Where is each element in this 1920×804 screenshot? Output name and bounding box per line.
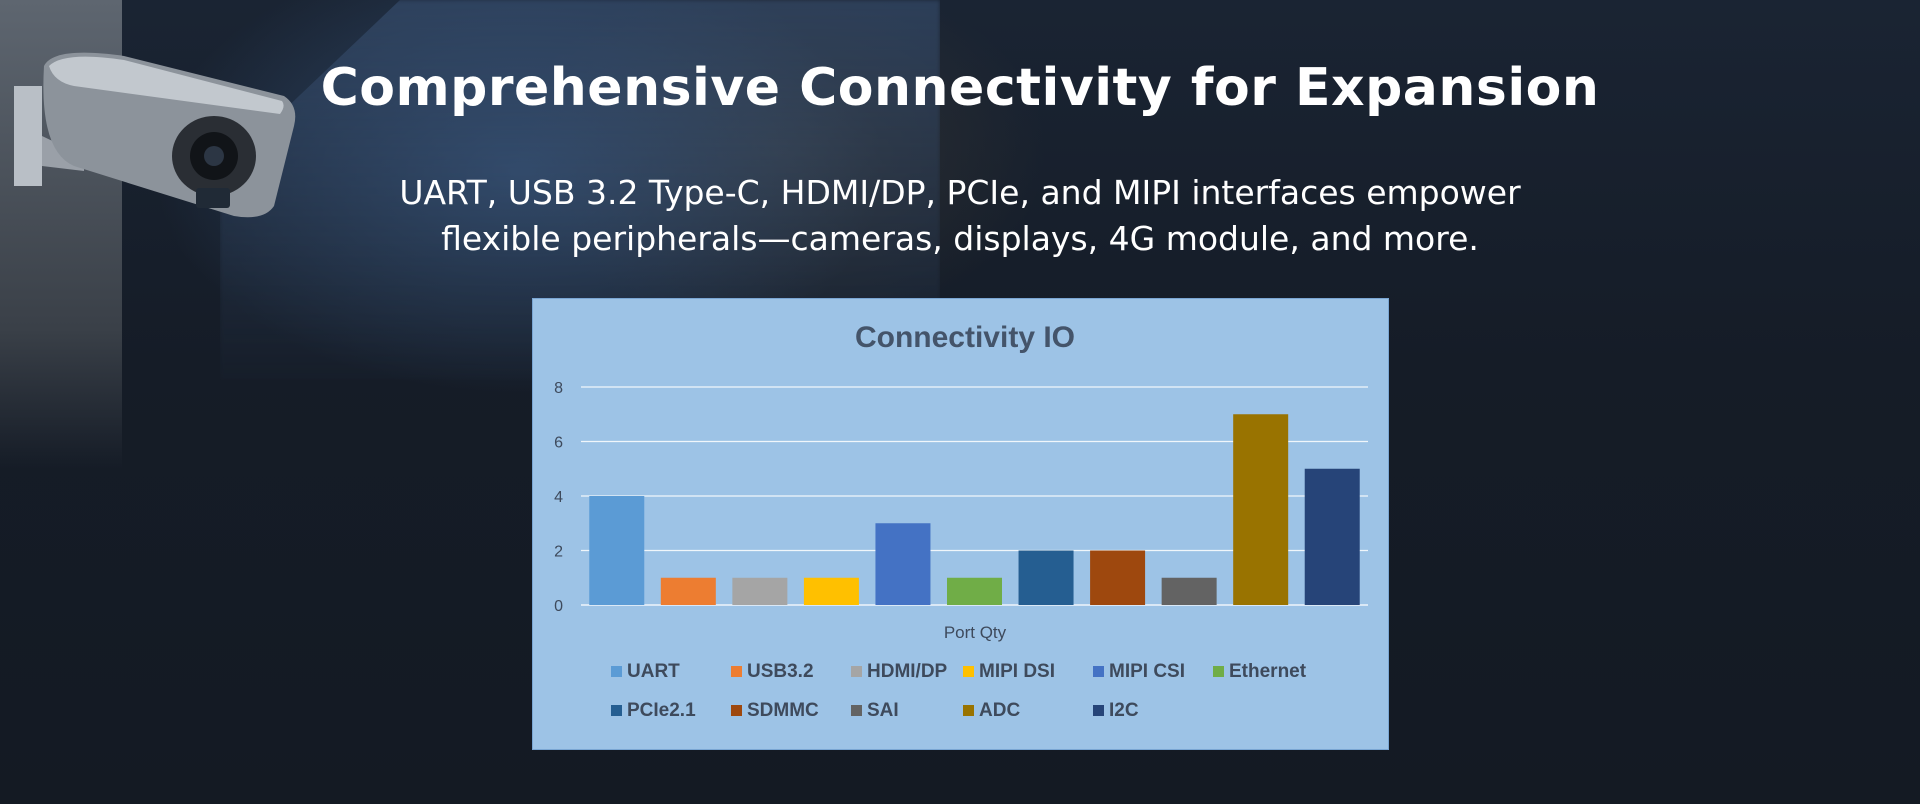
bar-usb3-2 [660, 577, 716, 605]
x-axis-label: Port Qty [944, 623, 1007, 642]
chart-legend: UART USB3.2 HDMI/DP MIPI DSI MIPI CSI Etherne… [611, 661, 1307, 721]
legend-label: SDMMC [747, 700, 819, 721]
legend-item: MIPI CSI [1093, 661, 1185, 682]
legend-swatch [851, 705, 862, 716]
legend-swatch [1213, 666, 1224, 677]
legend-item: ADC [963, 700, 1020, 721]
y-tick-label: 0 [554, 598, 563, 615]
legend-label: I2C [1109, 700, 1139, 721]
bar-ethernet [947, 577, 1002, 605]
y-tick-label: 6 [554, 435, 563, 452]
bar-mipi-dsi [803, 577, 859, 605]
chart-bars [589, 414, 1360, 605]
legend-label: MIPI DSI [979, 661, 1055, 682]
y-axis-ticks: 0 2 4 6 8 [554, 380, 563, 615]
legend-label: PCIe2.1 [627, 700, 696, 721]
subtitle-line: UART, USB 3.2 Type-C, HDMI/DP, PCIe, and… [399, 173, 1521, 212]
legend-swatch [611, 705, 622, 716]
legend-swatch [731, 666, 742, 677]
bar-mipi-csi [875, 523, 931, 605]
bar-sdmmc [1090, 550, 1146, 605]
legend-swatch [611, 666, 622, 677]
legend-label: ADC [979, 700, 1020, 721]
legend-swatch [1093, 705, 1104, 716]
legend-swatch [731, 705, 742, 716]
bar-sai [1161, 577, 1217, 605]
connectivity-chart: Connectivity IO 0 2 4 6 8 Port Qty UART USB3.… [532, 298, 1389, 750]
legend-swatch [1093, 666, 1104, 677]
bar-uart [589, 496, 645, 605]
y-tick-label: 4 [554, 489, 563, 506]
legend-item: MIPI DSI [963, 661, 1055, 682]
legend-label: UART [627, 661, 680, 682]
legend-swatch [851, 666, 862, 677]
page-subtitle: UART, USB 3.2 Type-C, HDMI/DP, PCIe, and… [0, 170, 1920, 262]
bar-pcie2-1 [1018, 550, 1074, 605]
legend-item: Ethernet [1213, 661, 1307, 682]
security-camera-icon [14, 52, 296, 218]
legend-item: SDMMC [731, 700, 819, 721]
bar-i2c [1304, 468, 1360, 605]
y-tick-label: 8 [554, 380, 563, 397]
bar-adc [1233, 414, 1289, 605]
legend-label: Ethernet [1229, 661, 1307, 682]
y-tick-label: 2 [554, 544, 563, 561]
legend-item: PCIe2.1 [611, 700, 696, 721]
legend-item: UART [611, 661, 680, 682]
legend-label: USB3.2 [747, 661, 814, 682]
chart-canvas: Connectivity IO 0 2 4 6 8 Port Qty UART USB3.… [554, 321, 1368, 721]
legend-label: HDMI/DP [867, 661, 948, 682]
page-title: Comprehensive Connectivity for Expansion [320, 58, 1600, 118]
bar-hdmi-dp [732, 577, 788, 605]
legend-item: HDMI/DP [851, 661, 948, 682]
legend-label: SAI [867, 700, 899, 721]
legend-swatch [963, 705, 974, 716]
legend-label: MIPI CSI [1109, 661, 1185, 682]
legend-item: SAI [851, 700, 899, 721]
chart-title: Connectivity IO [855, 321, 1075, 354]
subtitle-line: flexible peripherals—cameras, displays, … [441, 219, 1479, 258]
legend-item: USB3.2 [731, 661, 814, 682]
legend-swatch [963, 666, 974, 677]
legend-item: I2C [1093, 700, 1139, 721]
